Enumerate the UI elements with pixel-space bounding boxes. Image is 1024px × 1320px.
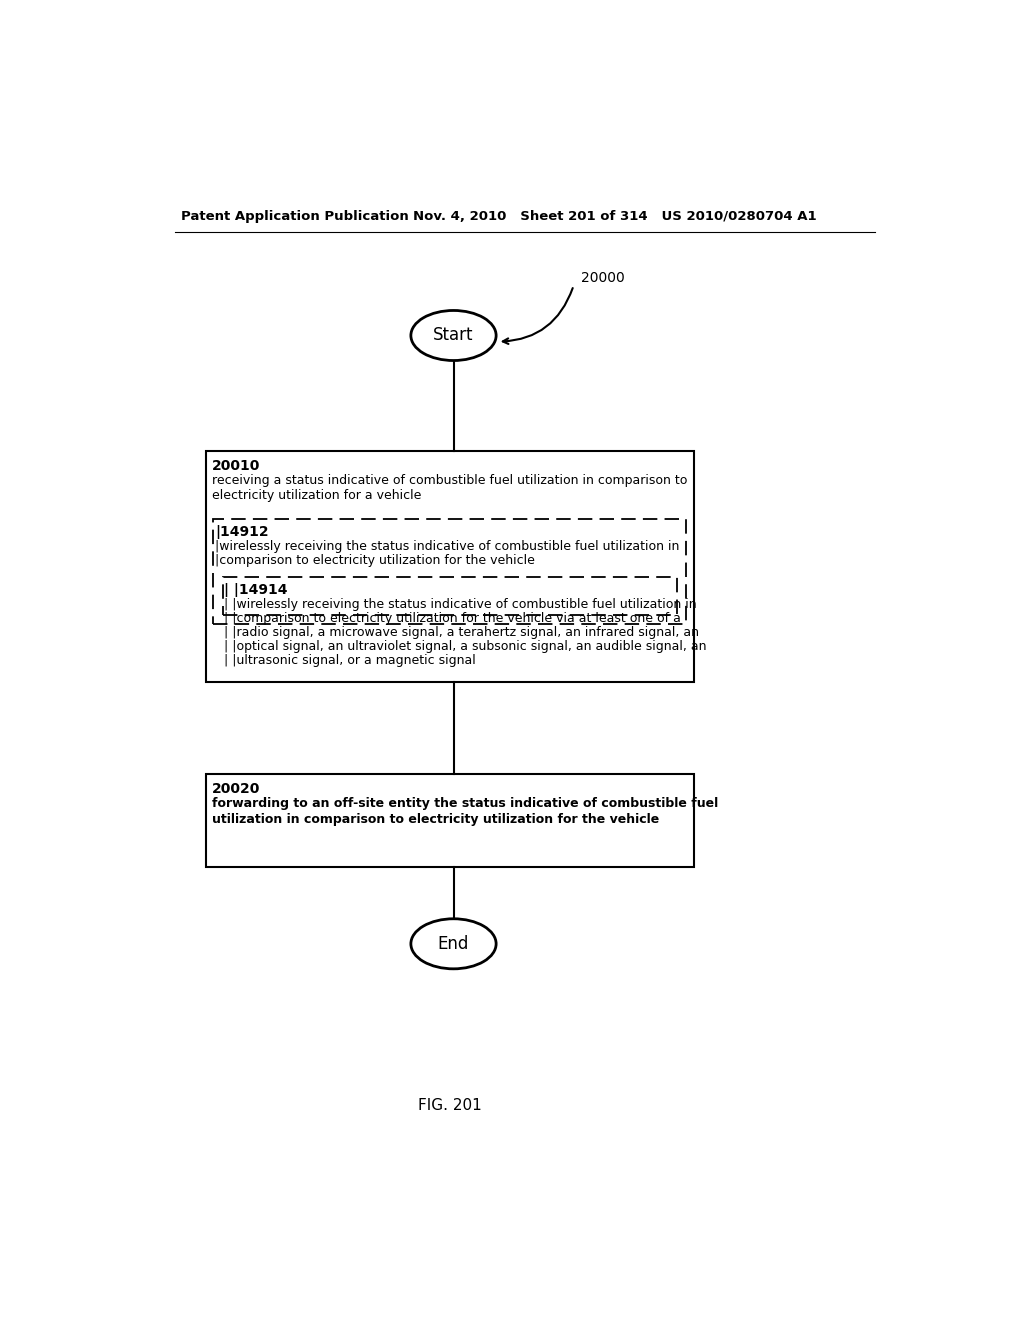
Text: electricity utilization for a vehicle: electricity utilization for a vehicle	[212, 490, 421, 503]
Text: FIG. 201: FIG. 201	[418, 1098, 481, 1113]
Ellipse shape	[411, 919, 496, 969]
Text: |14912: |14912	[215, 525, 268, 539]
Bar	[213, 519, 686, 624]
Bar	[222, 577, 677, 615]
Text: | |radio signal, a microwave signal, a terahertz signal, an infrared signal, an: | |radio signal, a microwave signal, a t…	[224, 626, 699, 639]
Text: receiving a status indicative of combustible fuel utilization in comparison to: receiving a status indicative of combust…	[212, 474, 687, 487]
Text: Start: Start	[433, 326, 474, 345]
Text: | |comparison to electricity utilization for the vehicle via at least one of a: | |comparison to electricity utilization…	[224, 612, 681, 624]
Text: forwarding to an off-site entity the status indicative of combustible fuel: forwarding to an off-site entity the sta…	[212, 797, 718, 810]
Text: 20000: 20000	[582, 271, 625, 285]
Text: | |ultrasonic signal, or a magnetic signal: | |ultrasonic signal, or a magnetic sign…	[224, 653, 476, 667]
Ellipse shape	[411, 310, 496, 360]
Bar	[206, 775, 693, 867]
Text: Patent Application Publication: Patent Application Publication	[180, 210, 409, 223]
Bar	[206, 451, 693, 682]
Text: 20010: 20010	[212, 459, 260, 473]
Text: | |optical signal, an ultraviolet signal, a subsonic signal, an audible signal, : | |optical signal, an ultraviolet signal…	[224, 640, 707, 652]
Text: utilization in comparison to electricity utilization for the vehicle: utilization in comparison to electricity…	[212, 813, 659, 826]
Text: | |14914: | |14914	[224, 582, 288, 597]
Text: 20020: 20020	[212, 781, 260, 796]
Text: End: End	[438, 935, 469, 953]
Text: Nov. 4, 2010   Sheet 201 of 314   US 2010/0280704 A1: Nov. 4, 2010 Sheet 201 of 314 US 2010/02…	[414, 210, 817, 223]
Text: |wirelessly receiving the status indicative of combustible fuel utilization in: |wirelessly receiving the status indicat…	[215, 540, 679, 553]
Text: |comparison to electricity utilization for the vehicle: |comparison to electricity utilization f…	[215, 554, 535, 568]
Text: | |wirelessly receiving the status indicative of combustible fuel utilization in: | |wirelessly receiving the status indic…	[224, 598, 696, 611]
